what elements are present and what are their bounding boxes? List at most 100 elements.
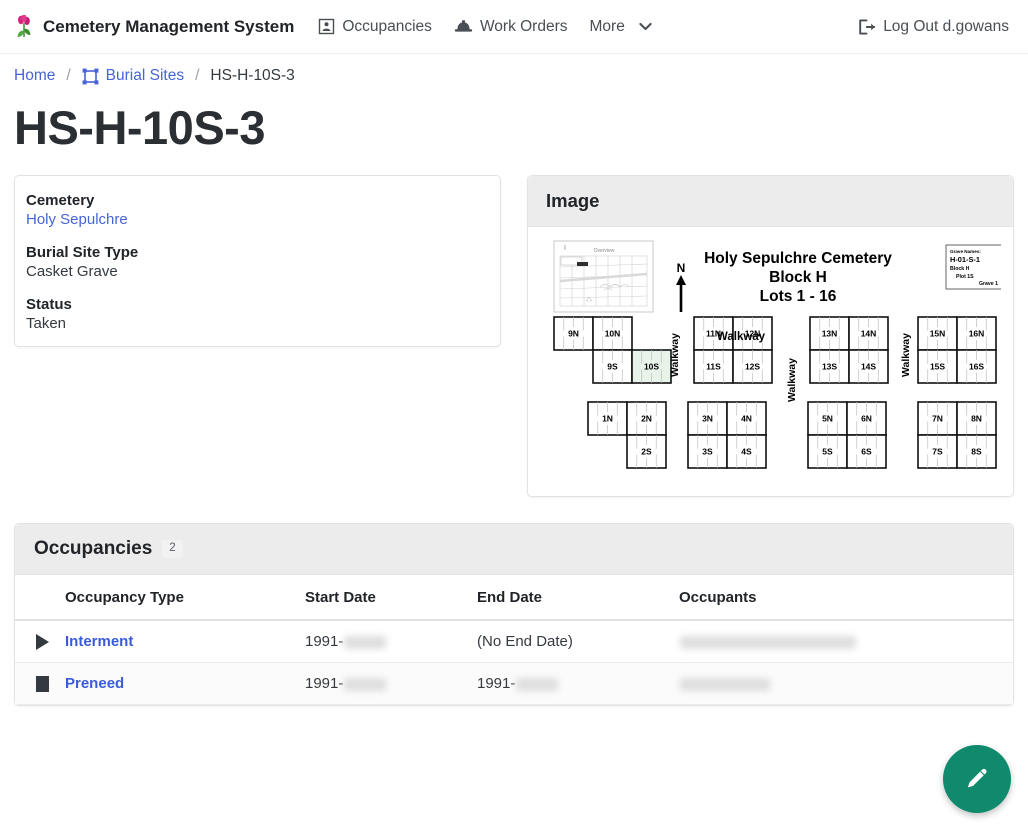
nav-item-work-orders[interactable]: Work Orders [454, 18, 568, 36]
plot-cell-3n[interactable]: 3N [687, 401, 728, 436]
plot-cell-16n[interactable]: 16N [956, 316, 997, 351]
details-card-body: Cemetery Holy Sepulchre Burial Site Type… [15, 176, 500, 346]
plot-cell-2s[interactable]: 2S [626, 434, 667, 469]
plot-cell-16s[interactable]: 16S [956, 349, 997, 384]
row-collapse-cell[interactable] [15, 662, 57, 706]
nav-item-occupancies[interactable]: Occupancies [318, 18, 432, 36]
plot-label: 14S [861, 362, 876, 372]
occupancy-type-link[interactable]: Preneed [65, 675, 125, 693]
plot-cell-12n[interactable]: 12N [732, 316, 773, 351]
table-row[interactable]: Interment 1991- (No End Date) [15, 620, 1013, 664]
chevron-down-icon [639, 22, 652, 31]
plot-cell-10s[interactable]: 10S [631, 349, 672, 384]
logout-button[interactable]: Log Out d.gowans [858, 18, 1009, 36]
plot-label: 9N [568, 329, 579, 339]
start-date-prefix: 1991- [305, 633, 344, 651]
edit-fab-button[interactable] [943, 745, 1011, 813]
breadcrumb-home-link[interactable]: Home [14, 67, 56, 84]
plot-cell-1n[interactable]: 1N [587, 401, 628, 436]
plot-label: 13S [822, 362, 837, 372]
compass-north: N [676, 261, 686, 313]
burial-site-details-card: Cemetery Holy Sepulchre Burial Site Type… [14, 175, 501, 348]
plot-cell-6n[interactable]: 6N [846, 401, 887, 436]
plot-cell-9s[interactable]: 9S [592, 349, 633, 384]
svg-text:H-01-S-1: H-01-S-1 [950, 255, 980, 264]
field-label-burial-site-type: Burial Site Type [26, 244, 139, 262]
plot-label: 16N [969, 329, 985, 339]
image-card: Image Overview [527, 175, 1014, 498]
plot-cell-11s[interactable]: 11S [693, 349, 734, 384]
start-date-redacted [344, 635, 387, 649]
field-value-burial-site-type: Casket Grave [26, 263, 118, 281]
plot-group-g15-16: 15N 16N 15S 16S [917, 316, 997, 384]
plot-cell-11n[interactable]: 11N [693, 316, 734, 351]
plot-cell-4s[interactable]: 4S [726, 434, 767, 469]
svg-text:Walkway: Walkway [717, 331, 766, 343]
plot-cell-5n[interactable]: 5N [807, 401, 848, 436]
breadcrumb-separator: / [66, 67, 71, 84]
row-expand-cell[interactable] [15, 620, 57, 664]
plot-cell-13s[interactable]: 13S [809, 349, 850, 384]
collapse-square-icon[interactable] [36, 675, 49, 692]
occupancies-table: Occupancy Type Start Date End Date Occup… [15, 575, 1013, 706]
plot-cell-8s[interactable]: 8S [956, 434, 997, 469]
plot-label: 3N [702, 414, 713, 424]
plot-cell-14n[interactable]: 14N [848, 316, 889, 351]
plot-cell-15s[interactable]: 15S [917, 349, 958, 384]
plot-cell-5s[interactable]: 5S [807, 434, 848, 469]
svg-text:Walkway: Walkway [786, 358, 798, 402]
svg-text:Grave 1: Grave 1 [979, 281, 998, 287]
plot-cell-10n[interactable]: 10N [592, 316, 633, 351]
plot-cell-7s[interactable]: 7S [917, 434, 958, 469]
row-occupants-cell [671, 662, 1013, 706]
plot-cell-4n[interactable]: 4N [726, 401, 767, 436]
plot-cell-3s[interactable]: 3S [687, 434, 728, 469]
expand-triangle-icon[interactable] [36, 633, 49, 650]
plot-cell-2n[interactable]: 2N [626, 401, 667, 436]
end-date-redacted [516, 677, 559, 691]
plot-group-g13-14: 13N 14N 13S 14S [809, 316, 889, 384]
column-header-expand [15, 575, 57, 622]
svg-text:Grave Names:: Grave Names: [950, 249, 981, 254]
page-title: HS-H-10S-3 [14, 101, 265, 154]
svg-text:Overview: Overview [594, 248, 615, 254]
plot-label: 2N [641, 414, 652, 424]
svg-text:Block H: Block H [769, 269, 827, 286]
plot-cell-12s[interactable]: 12S [732, 349, 773, 384]
content-columns: Cemetery Holy Sepulchre Burial Site Type… [0, 175, 1028, 498]
svg-text:Plot 1S: Plot 1S [956, 274, 974, 280]
svg-text:Block H: Block H [950, 266, 970, 272]
plot-cell-14s[interactable]: 14S [848, 349, 889, 384]
plot-cell-7n[interactable]: 7N [917, 401, 958, 436]
row-start-date-cell: 1991- [297, 620, 469, 664]
plot-label: 13N [822, 329, 838, 339]
field-label-status: Status [26, 296, 72, 314]
brand-home-link[interactable]: Cemetery Management System [14, 14, 295, 39]
plot-label: 5N [822, 414, 833, 424]
plot-group-g9-10: 9N 10N 9S 10S [553, 316, 672, 384]
plot-label: 5S [822, 447, 833, 457]
plot-label: 7N [932, 414, 943, 424]
plot-cell-13n[interactable]: 13N [809, 316, 850, 351]
plot-groups[interactable]: 9N 10N 9S 10S 11N 12N 11S 12S 13N 14N 13S 14S 15N 16N… [553, 316, 997, 469]
field-label-cemetery: Cemetery [26, 192, 95, 210]
field-value-cemetery[interactable]: Holy Sepulchre [26, 211, 128, 229]
walkway-labels: Walkway Walkway Walkway Walkway [669, 331, 912, 402]
plot-cell-6s[interactable]: 6S [846, 434, 887, 469]
brand-title: Cemetery Management System [43, 16, 295, 36]
plot-cell-8n[interactable]: 8N [956, 401, 997, 436]
plot-label: 9S [607, 362, 618, 372]
row-end-date-cell: (No End Date) [469, 620, 671, 664]
breadcrumb-burial-sites-link[interactable]: Burial Sites [82, 67, 184, 85]
burial-block-diagram[interactable]: Overview [528, 227, 1013, 497]
table-row[interactable]: Preneed 1991- 1991- [15, 662, 1013, 706]
plot-cell-15n[interactable]: 15N [917, 316, 958, 351]
row-occupancy-type-cell: Interment [57, 620, 297, 664]
burial-site-frame-icon [82, 68, 99, 85]
start-date-redacted [344, 677, 387, 691]
nav-item-more[interactable]: More [590, 18, 652, 36]
occupancy-type-link[interactable]: Interment [65, 633, 134, 651]
plot-label: 4N [741, 414, 752, 424]
svg-text:N: N [677, 261, 686, 275]
plot-cell-9n[interactable]: 9N [553, 316, 594, 351]
